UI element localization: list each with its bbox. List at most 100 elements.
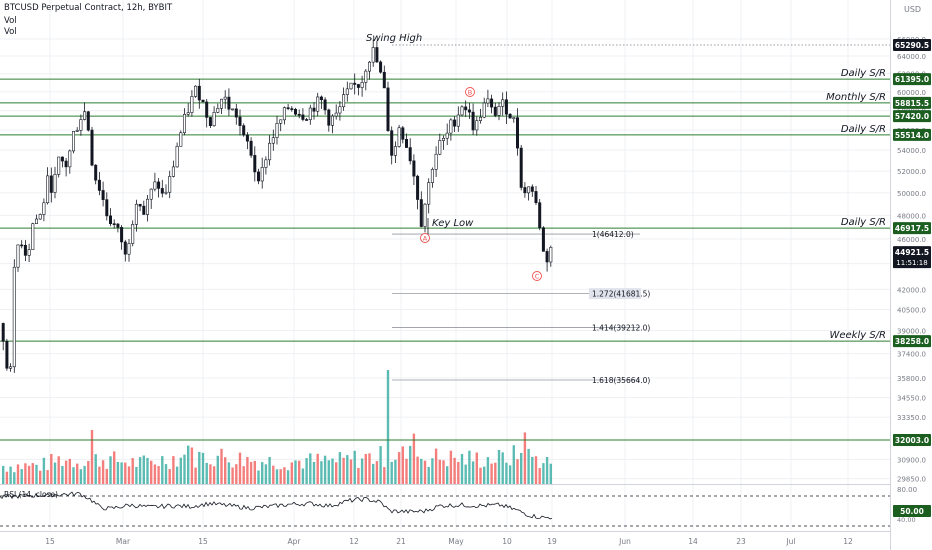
volume-bar xyxy=(39,470,42,484)
candle-body xyxy=(493,106,497,116)
volume-bar xyxy=(320,461,323,484)
volume-bar xyxy=(490,463,493,484)
price-level-badge xyxy=(893,110,931,123)
time-tick-label: 10 xyxy=(502,537,512,546)
time-tick-label: May xyxy=(448,537,464,546)
fib-label: 1.272(41681.5) xyxy=(592,290,650,299)
volume-bar xyxy=(431,458,434,484)
candle-body xyxy=(149,188,153,200)
volume-bar xyxy=(216,455,219,484)
candle-body xyxy=(504,99,508,115)
candle-body xyxy=(208,117,212,127)
volume-bar xyxy=(249,462,253,484)
candle-body xyxy=(423,203,427,227)
chart-annotations: Swing High Key Low A B C xyxy=(366,33,542,281)
level-name: Monthly S/R xyxy=(826,92,886,103)
volume-bar xyxy=(27,465,31,484)
volume-bar xyxy=(253,460,256,484)
price-level-badge-label: 32003.0 xyxy=(895,436,929,445)
volume-bar xyxy=(449,450,453,484)
price-tick-label: 37400.0 xyxy=(897,351,926,359)
candle-body xyxy=(223,96,227,100)
price-tick-label: 46000.0 xyxy=(897,236,926,244)
candle-body xyxy=(142,205,146,215)
volume-bar xyxy=(131,458,134,484)
candle-body xyxy=(379,61,383,73)
wave-c-marker xyxy=(532,271,542,281)
volume-bar xyxy=(464,464,467,484)
volume-bar xyxy=(2,465,5,484)
candle-body xyxy=(323,99,327,111)
candle-body xyxy=(234,108,238,118)
candlestick-series xyxy=(1,39,553,373)
candle-body xyxy=(57,156,61,175)
volume-bar xyxy=(549,463,552,484)
volume-bar xyxy=(323,455,327,484)
candle-body xyxy=(94,164,98,181)
volume-bar xyxy=(427,467,430,484)
candle-body xyxy=(79,119,83,131)
volume-bar xyxy=(161,456,164,484)
volume-bar xyxy=(394,459,397,484)
candle-body xyxy=(64,160,68,168)
volume-bar xyxy=(57,456,60,484)
volume-bar xyxy=(264,464,268,484)
candle-body xyxy=(312,107,316,112)
candle-body xyxy=(123,241,127,255)
candle-body xyxy=(120,227,124,243)
volume-bar xyxy=(383,467,386,484)
volume-bar xyxy=(294,460,297,484)
price-level-badge-label: 61395.0 xyxy=(895,75,929,84)
time-tick-label: Jun xyxy=(618,537,631,546)
candle-body xyxy=(101,190,105,200)
time-axis[interactable]: 15 Mar 15 Apr 12 21 May 10 19 Jun 14 23 Jul 12 xyxy=(0,532,890,550)
price-tick-label: 29850.0 xyxy=(897,476,926,484)
volume-bar xyxy=(9,466,12,484)
volume-bar xyxy=(349,459,353,484)
candle-body xyxy=(449,119,453,134)
volume-bar xyxy=(516,459,519,484)
volume-bar xyxy=(24,463,27,484)
volume-bar xyxy=(434,448,438,484)
price-tick-label: 39000.0 xyxy=(897,327,926,335)
candle-body xyxy=(386,87,390,132)
candle-body xyxy=(127,243,131,255)
volume-bar xyxy=(346,455,349,484)
candle-body xyxy=(364,70,368,83)
candle-body xyxy=(478,116,482,121)
candle-body xyxy=(360,82,364,88)
candle-body xyxy=(356,84,360,88)
volume-bar xyxy=(13,472,16,484)
volume-bar xyxy=(538,468,541,484)
candle-body xyxy=(105,199,109,217)
price-axis[interactable]: USD66000.064000.062000.060000.058000.056… xyxy=(890,0,932,550)
volume-bar xyxy=(142,455,145,484)
price-level-badge xyxy=(893,335,931,348)
time-tick-label: 23 xyxy=(736,537,746,546)
candle-body xyxy=(190,96,194,113)
volume-bar xyxy=(420,458,423,484)
volume-bar xyxy=(83,465,86,484)
current-price-badge xyxy=(893,246,931,269)
candle-body xyxy=(430,169,434,183)
candle-body xyxy=(464,106,468,111)
candle-body xyxy=(97,179,101,191)
symbol-title: BTCUSD Perpetual Contract, 12h, BYBIT xyxy=(4,3,173,13)
candle-body xyxy=(393,146,397,156)
candle-body xyxy=(330,115,334,126)
volume-bar xyxy=(497,450,501,484)
price-tick-label: 34550.0 xyxy=(897,395,926,403)
candle-body xyxy=(46,175,50,204)
volume-bar xyxy=(164,464,168,484)
candle-body xyxy=(90,129,94,166)
price-level-badge xyxy=(893,96,931,109)
volume-bar xyxy=(150,460,153,484)
volume-bar xyxy=(379,446,382,484)
volume-bar xyxy=(416,456,419,484)
volume-bar xyxy=(531,456,534,484)
countdown-label: 11:51:18 xyxy=(896,259,927,267)
volume-bar xyxy=(268,457,271,484)
volume-bar xyxy=(138,457,142,484)
candle-body xyxy=(445,132,449,139)
